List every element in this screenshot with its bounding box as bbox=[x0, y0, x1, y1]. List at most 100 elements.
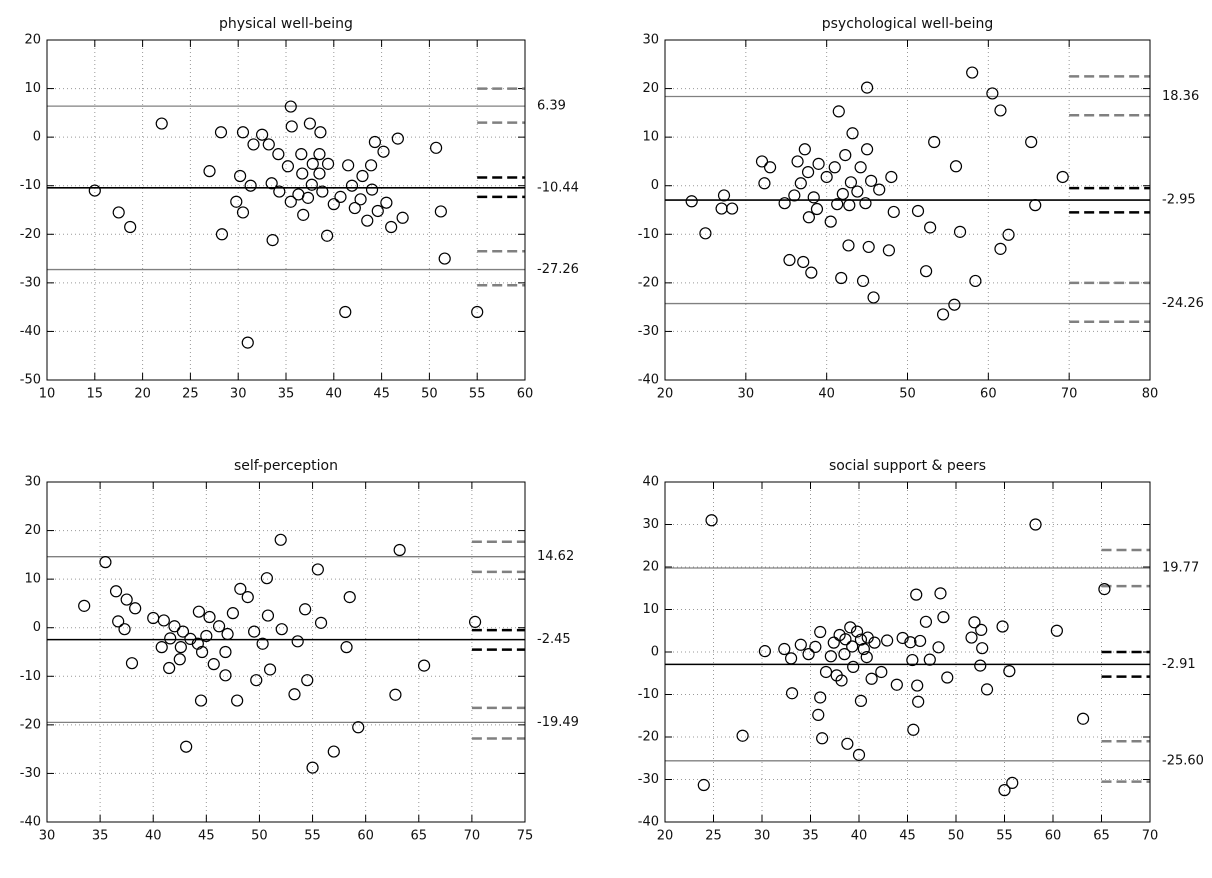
point bbox=[236, 206, 250, 219]
point bbox=[802, 648, 815, 661]
point bbox=[912, 695, 925, 708]
plot-frame bbox=[664, 39, 1151, 381]
point bbox=[937, 611, 950, 624]
reference-label: -27.26 bbox=[537, 262, 579, 277]
point bbox=[468, 615, 482, 628]
point bbox=[715, 202, 728, 215]
point bbox=[685, 195, 698, 208]
point bbox=[164, 632, 177, 645]
point bbox=[99, 556, 112, 569]
point bbox=[112, 615, 125, 628]
point bbox=[873, 183, 886, 196]
x-tick-label: 35 bbox=[92, 829, 109, 844]
x-tick-label: 50 bbox=[899, 387, 916, 402]
point bbox=[124, 220, 137, 234]
y-tick-label: 0 bbox=[33, 620, 41, 635]
panel-title: social support & peers bbox=[829, 458, 986, 474]
point bbox=[295, 148, 308, 161]
point bbox=[339, 305, 352, 319]
point bbox=[784, 652, 798, 665]
point bbox=[343, 591, 356, 604]
point bbox=[262, 138, 275, 151]
point bbox=[801, 166, 815, 179]
point bbox=[163, 661, 176, 675]
point bbox=[839, 149, 852, 162]
point bbox=[174, 641, 187, 654]
point bbox=[699, 227, 712, 240]
point bbox=[881, 634, 894, 647]
point bbox=[854, 694, 868, 707]
point bbox=[868, 636, 881, 649]
y-tick-label: -40 bbox=[638, 373, 659, 388]
point bbox=[856, 274, 870, 288]
point bbox=[78, 599, 91, 612]
point bbox=[266, 234, 279, 247]
point bbox=[120, 593, 133, 606]
point bbox=[966, 66, 979, 79]
point bbox=[842, 239, 855, 252]
point bbox=[838, 648, 851, 661]
point bbox=[305, 178, 318, 191]
point bbox=[274, 533, 287, 546]
point bbox=[812, 708, 825, 722]
point bbox=[807, 191, 820, 204]
point bbox=[219, 669, 232, 682]
point bbox=[380, 196, 393, 209]
point bbox=[819, 665, 833, 679]
point bbox=[758, 645, 772, 658]
point bbox=[846, 640, 859, 653]
point bbox=[820, 170, 833, 184]
point bbox=[241, 591, 254, 604]
y-tick-label: 0 bbox=[651, 178, 659, 193]
point bbox=[976, 642, 989, 655]
point bbox=[157, 614, 170, 627]
point bbox=[911, 679, 924, 692]
point bbox=[816, 732, 829, 745]
x-tick-label: 60 bbox=[517, 387, 534, 402]
y-tick-label: -20 bbox=[638, 275, 659, 290]
point bbox=[794, 177, 807, 190]
point bbox=[281, 160, 295, 173]
point bbox=[275, 623, 288, 636]
point bbox=[342, 159, 355, 172]
point bbox=[949, 160, 963, 173]
x-tick-label: 40 bbox=[851, 829, 868, 844]
point bbox=[907, 723, 920, 736]
point bbox=[321, 157, 335, 170]
point bbox=[975, 623, 988, 637]
x-tick-label: 60 bbox=[980, 387, 997, 402]
point bbox=[725, 202, 739, 215]
y-tick-label: 10 bbox=[642, 130, 659, 145]
x-tick-label: 20 bbox=[657, 387, 674, 402]
point bbox=[345, 179, 359, 192]
point bbox=[316, 185, 329, 198]
point bbox=[994, 104, 1007, 117]
point bbox=[865, 672, 878, 685]
point bbox=[212, 620, 226, 633]
point bbox=[1098, 582, 1111, 596]
point bbox=[244, 179, 257, 192]
point bbox=[1029, 518, 1042, 531]
point bbox=[814, 625, 827, 639]
point bbox=[1076, 712, 1090, 725]
y-tick-label: -40 bbox=[20, 815, 41, 830]
point bbox=[291, 635, 304, 648]
point bbox=[301, 674, 314, 687]
point bbox=[919, 265, 933, 278]
y-tick-label: 30 bbox=[24, 475, 41, 490]
point bbox=[835, 674, 848, 687]
x-tick-label: 65 bbox=[1093, 829, 1110, 844]
point bbox=[192, 605, 205, 618]
point bbox=[859, 197, 872, 210]
x-tick-label: 15 bbox=[87, 387, 104, 402]
point bbox=[311, 563, 324, 576]
point bbox=[857, 642, 870, 656]
point bbox=[841, 737, 854, 750]
point bbox=[860, 81, 874, 94]
point bbox=[248, 625, 261, 638]
point bbox=[236, 126, 250, 139]
point bbox=[802, 211, 815, 224]
point bbox=[203, 165, 216, 178]
point bbox=[882, 244, 896, 257]
point bbox=[941, 671, 954, 684]
